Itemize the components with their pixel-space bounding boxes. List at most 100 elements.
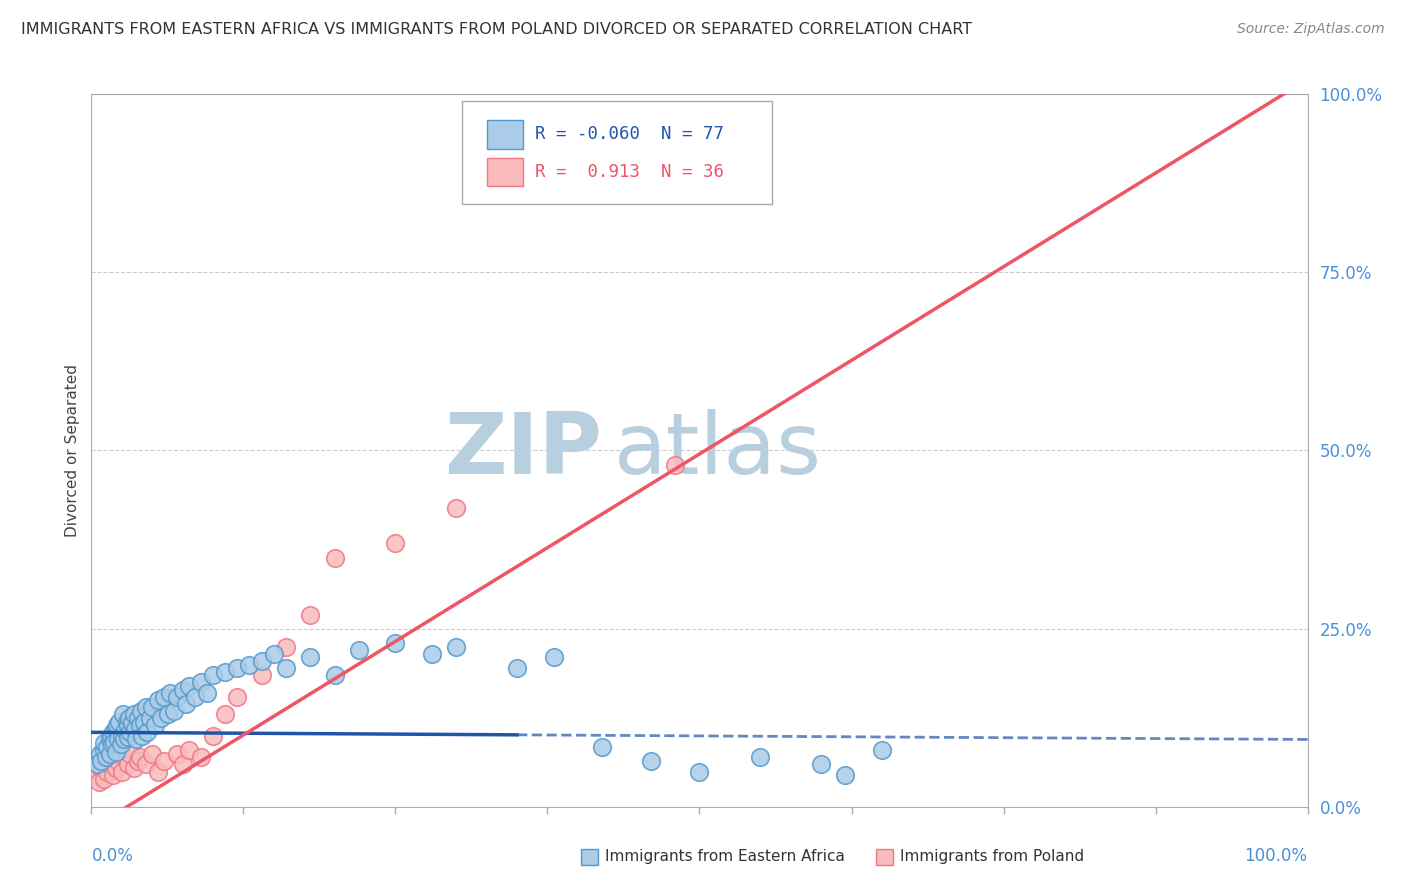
Point [111, 764, 134, 779]
Point [444, 500, 467, 515]
Point [172, 682, 194, 697]
Point [117, 757, 139, 772]
Point [121, 716, 143, 731]
Point [93, 743, 115, 757]
Point [103, 725, 125, 739]
Point [166, 690, 188, 704]
Y-axis label: Divorced or Separated: Divorced or Separated [65, 364, 80, 537]
Point [143, 718, 166, 732]
Point [93, 772, 115, 786]
Point [810, 757, 832, 772]
Point [688, 764, 710, 779]
Point [299, 650, 322, 665]
Point [184, 690, 207, 704]
Point [870, 743, 893, 757]
Point [174, 697, 197, 711]
Point [120, 725, 142, 739]
Point [190, 675, 212, 690]
Point [129, 750, 152, 764]
Point [108, 714, 131, 729]
Point [159, 686, 181, 700]
Point [202, 668, 225, 682]
Point [132, 714, 155, 729]
Point [87, 775, 110, 789]
Point [177, 679, 200, 693]
Point [122, 761, 145, 775]
Point [420, 647, 443, 661]
Point [103, 768, 125, 782]
Point [506, 661, 529, 675]
Point [122, 707, 145, 722]
Point [135, 700, 157, 714]
Point [323, 550, 346, 565]
Point [163, 704, 186, 718]
Point [90, 754, 112, 768]
Point [129, 718, 152, 732]
Point [103, 734, 125, 748]
Point [214, 665, 236, 679]
Point [202, 729, 225, 743]
Point [111, 707, 134, 722]
Point [250, 654, 273, 668]
Point [94, 754, 117, 768]
Point [84, 768, 107, 782]
Point [148, 693, 170, 707]
Point [117, 718, 139, 732]
Point [112, 732, 135, 747]
Point [127, 754, 149, 768]
Point [98, 757, 121, 772]
Point [226, 661, 249, 675]
Bar [486, 158, 523, 186]
Point [148, 764, 170, 779]
Text: 100.0%: 100.0% [1244, 847, 1308, 864]
Point [107, 754, 129, 768]
Point [250, 668, 273, 682]
Point [166, 747, 188, 761]
Point [591, 739, 613, 754]
Point [131, 729, 153, 743]
Point [117, 731, 139, 745]
Point [274, 640, 297, 654]
Point [347, 643, 370, 657]
Point [156, 707, 179, 722]
Point [89, 747, 111, 761]
Point [94, 750, 117, 764]
Point [214, 707, 236, 722]
Point [323, 668, 346, 682]
Point [238, 657, 260, 672]
Point [136, 725, 159, 739]
Point [640, 754, 662, 768]
Point [114, 723, 136, 738]
Point [263, 647, 285, 661]
Point [190, 750, 212, 764]
Point [111, 729, 134, 743]
Point [90, 761, 112, 775]
Point [105, 718, 128, 732]
Point [299, 607, 322, 622]
Point [120, 747, 142, 761]
Point [100, 729, 122, 743]
Point [86, 757, 108, 772]
Point [149, 711, 172, 725]
Text: Immigrants from Eastern Africa: Immigrants from Eastern Africa [605, 849, 845, 863]
Point [115, 714, 138, 729]
Point [129, 704, 152, 718]
Point [274, 661, 297, 675]
Point [444, 640, 467, 654]
Point [384, 636, 406, 650]
Text: Immigrants from Poland: Immigrants from Poland [900, 849, 1084, 863]
Point [98, 732, 121, 747]
Point [101, 738, 124, 752]
Text: R =  0.913  N = 36: R = 0.913 N = 36 [536, 163, 724, 181]
Point [104, 745, 127, 759]
Point [96, 764, 118, 779]
Point [749, 750, 772, 764]
Text: R = -0.060  N = 77: R = -0.060 N = 77 [536, 126, 724, 144]
Point [195, 686, 218, 700]
Point [104, 761, 127, 775]
Point [177, 743, 200, 757]
Point [543, 650, 565, 665]
Point [112, 750, 135, 764]
Text: atlas: atlas [614, 409, 823, 492]
Point [127, 711, 149, 725]
